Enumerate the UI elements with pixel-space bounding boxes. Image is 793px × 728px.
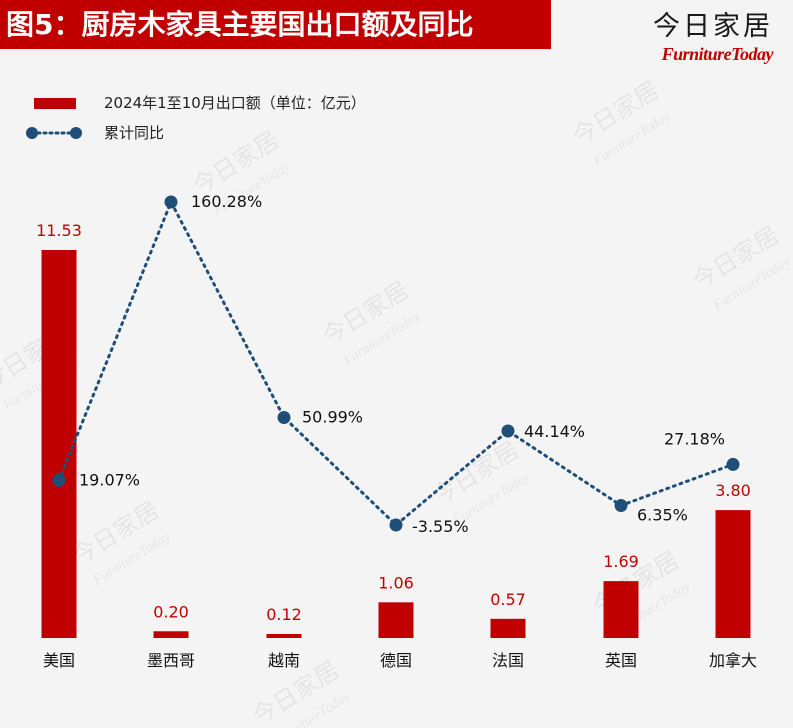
line-point-5 (614, 498, 628, 512)
bar-label-6: 3.80 (715, 481, 751, 500)
legend-bar-swatch (34, 98, 76, 109)
category-label-0: 美国 (43, 651, 75, 670)
line-point-4 (501, 424, 515, 438)
line-point-2 (277, 410, 291, 424)
line-point-6 (726, 457, 740, 471)
brand-logo: 今日家居 FurnitureToday (653, 10, 774, 64)
bar-3 (378, 602, 414, 638)
legend-label-line: 累计同比 (104, 124, 165, 142)
bar-6 (715, 510, 751, 638)
line-label-4: 44.14% (524, 422, 585, 441)
bar-label-2: 0.12 (266, 605, 302, 624)
bar-4 (490, 618, 526, 638)
bar-label-4: 0.57 (490, 590, 526, 609)
bar-1 (153, 631, 189, 638)
line-label-0: 19.07% (79, 470, 140, 489)
bar-label-3: 1.06 (378, 573, 414, 592)
brand-name-en: FurnitureToday (661, 44, 774, 64)
category-label-5: 英国 (605, 651, 637, 670)
line-label-5: 6.35% (637, 505, 688, 524)
line-point-1 (164, 195, 178, 209)
line-label-1: 160.28% (191, 192, 262, 211)
bar-label-0: 11.53 (36, 221, 82, 240)
bar-label-1: 0.20 (153, 602, 189, 621)
line-label-6: 27.18% (664, 429, 725, 448)
legend-label-bar: 2024年1至10月出口额（单位：亿元） (104, 94, 366, 112)
legend-line-swatch (26, 127, 82, 139)
category-label-4: 法国 (492, 651, 524, 670)
bar-label-5: 1.69 (603, 552, 639, 571)
category-label-2: 越南 (268, 651, 300, 670)
bar-2 (266, 633, 302, 638)
line-label-2: 50.99% (302, 407, 363, 426)
bar-5 (603, 581, 639, 638)
category-label-6: 加拿大 (709, 651, 757, 670)
brand-name-cn: 今日家居 (653, 11, 773, 42)
category-label-3: 德国 (380, 651, 412, 670)
bar-0 (41, 250, 77, 638)
line-label-3: -3.55% (412, 517, 469, 536)
line-point-0 (52, 473, 66, 487)
line-point-3 (389, 518, 403, 532)
chart-title: 图5：厨房木家具主要国出口额及同比 (0, 0, 551, 49)
category-label-1: 墨西哥 (147, 651, 195, 670)
line-series (57, 198, 735, 528)
